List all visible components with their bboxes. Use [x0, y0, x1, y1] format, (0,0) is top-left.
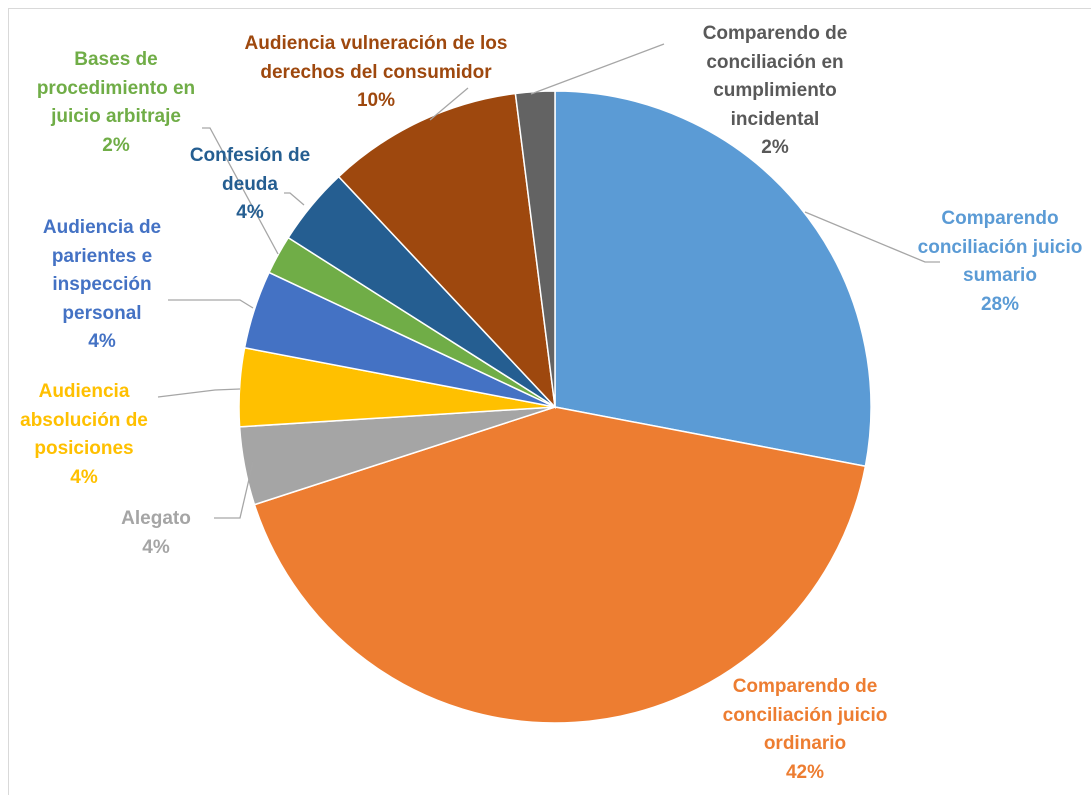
chart-border [8, 8, 1091, 795]
category-label: Comparendo de conciliación juicio ordina… [722, 676, 888, 754]
data-label: Confesión de deuda 4% [180, 142, 320, 228]
value-label: 28% [980, 293, 1020, 315]
pie-slice [337, 92, 557, 410]
category-label: Audiencia de parientes e inspección pers… [42, 217, 162, 324]
value-label: 42% [785, 761, 825, 783]
category-label: Confesión de deuda [189, 145, 311, 195]
leader-line [157, 388, 241, 398]
category-label: Audiencia absolución de posiciones [20, 381, 148, 459]
data-label: Audiencia vulneración de los derechos de… [211, 30, 541, 116]
data-label: Alegato 4% [101, 505, 211, 562]
leader-line [804, 211, 940, 263]
value-label: 4% [142, 536, 170, 558]
data-label: Comparendo de conciliación en cumplimien… [680, 20, 870, 163]
data-label: Bases de procedimiento en juicio arbitra… [16, 46, 216, 160]
pie-slice [554, 90, 872, 468]
pie-slice [253, 406, 867, 724]
leader-line [284, 192, 305, 206]
category-label: Audiencia vulneración de los derechos de… [244, 33, 508, 83]
value-label: 4% [70, 466, 98, 488]
value-label: 2% [102, 134, 130, 156]
leader-line [168, 299, 254, 309]
category-label: Alegato [121, 508, 191, 529]
value-label: 4% [236, 202, 264, 223]
leader-line [530, 43, 665, 95]
category-label: Comparendo conciliación juicio sumario [917, 208, 1083, 286]
data-label: Audiencia absolución de posiciones 4% [9, 378, 159, 492]
value-label: 2% [761, 137, 789, 158]
leader-line [429, 87, 469, 121]
leader-line [202, 127, 279, 255]
leader-line [214, 461, 254, 519]
value-label: 4% [88, 331, 116, 352]
pie-slice [514, 90, 556, 408]
data-label: Comparendo de conciliación juicio ordina… [705, 673, 905, 787]
slices [238, 90, 872, 724]
data-label: Audiencia de parientes e inspección pers… [17, 214, 187, 357]
data-label: Comparendo conciliación juicio sumario 28… [910, 205, 1090, 319]
value-label: 10% [356, 90, 396, 111]
category-label: Bases de procedimiento en juicio arbitra… [36, 49, 196, 127]
category-label: Comparendo de conciliación en cumplimien… [702, 23, 848, 130]
